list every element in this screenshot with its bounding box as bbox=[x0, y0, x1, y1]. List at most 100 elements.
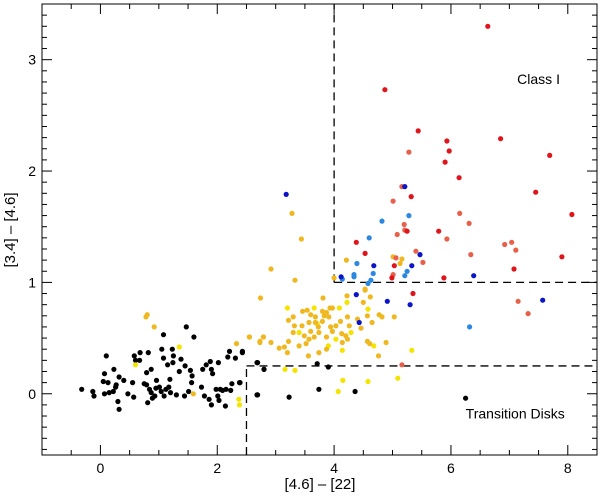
point-orange bbox=[329, 328, 335, 334]
x-tick-label: 0 bbox=[97, 460, 105, 476]
point-light-blue bbox=[404, 268, 410, 274]
point-orange bbox=[311, 334, 317, 340]
point-orange bbox=[364, 313, 370, 319]
point-yellow bbox=[292, 367, 298, 373]
point-red bbox=[404, 228, 410, 234]
point-dark-blue bbox=[409, 263, 415, 269]
point-salmon bbox=[401, 221, 407, 228]
point-black bbox=[225, 354, 231, 360]
point-black bbox=[169, 346, 175, 352]
point-orange bbox=[399, 256, 405, 262]
point-black bbox=[232, 355, 238, 361]
point-orange bbox=[306, 319, 312, 326]
point-black bbox=[210, 371, 216, 377]
point-orange bbox=[268, 266, 274, 272]
point-yellow bbox=[336, 305, 342, 311]
point-black bbox=[148, 390, 154, 396]
point-black bbox=[176, 368, 182, 375]
point-red bbox=[547, 152, 553, 158]
point-black bbox=[183, 324, 189, 330]
point-yellow bbox=[344, 299, 350, 305]
point-black bbox=[145, 400, 151, 406]
point-black bbox=[325, 364, 331, 370]
point-black bbox=[137, 357, 143, 363]
y-tick-label: 1 bbox=[28, 274, 36, 290]
point-black bbox=[91, 393, 97, 399]
point-black bbox=[167, 390, 174, 396]
point-orange bbox=[391, 314, 397, 320]
point-black bbox=[166, 384, 172, 390]
point-orange bbox=[343, 257, 349, 263]
point-yellow bbox=[339, 347, 345, 353]
point-black bbox=[208, 366, 214, 372]
point-black bbox=[159, 346, 165, 352]
point-salmon bbox=[502, 241, 508, 248]
point-orange bbox=[339, 331, 345, 337]
point-black bbox=[165, 362, 171, 368]
point-salmon bbox=[393, 255, 399, 261]
point-orange bbox=[289, 210, 295, 216]
point-black bbox=[148, 366, 154, 372]
point-orange bbox=[323, 346, 330, 352]
annotation-transition-disks: Transition Disks bbox=[466, 405, 565, 421]
point-orange bbox=[344, 293, 350, 299]
point-black bbox=[130, 380, 136, 386]
point-orange bbox=[303, 341, 309, 347]
data-points bbox=[79, 23, 575, 412]
point-black bbox=[101, 371, 108, 377]
point-orange bbox=[290, 314, 296, 320]
point-black bbox=[160, 332, 167, 338]
point-red bbox=[441, 275, 447, 281]
point-orange bbox=[257, 339, 263, 346]
point-black bbox=[79, 386, 85, 392]
point-yellow bbox=[409, 347, 415, 353]
point-orange bbox=[296, 343, 302, 349]
point-black bbox=[103, 353, 109, 359]
point-red bbox=[485, 23, 491, 29]
point-orange bbox=[257, 295, 264, 301]
point-black bbox=[182, 363, 188, 369]
point-black bbox=[125, 391, 131, 397]
point-orange bbox=[326, 314, 332, 320]
point-black bbox=[161, 393, 167, 399]
point-orange bbox=[305, 353, 311, 359]
point-orange bbox=[331, 275, 337, 281]
point-orange bbox=[344, 314, 351, 320]
point-red bbox=[436, 228, 442, 234]
point-black bbox=[222, 403, 228, 409]
point-yellow bbox=[371, 343, 377, 349]
point-orange bbox=[316, 350, 322, 356]
plot-frame bbox=[41, 3, 598, 456]
point-black bbox=[207, 358, 213, 365]
point-light-blue bbox=[365, 280, 371, 287]
axis-ticks bbox=[41, 3, 598, 455]
point-black bbox=[186, 388, 192, 395]
point-black bbox=[110, 388, 116, 395]
point-orange bbox=[233, 341, 240, 347]
point-light-blue bbox=[402, 273, 408, 279]
point-yellow bbox=[176, 344, 182, 350]
point-red bbox=[391, 263, 397, 269]
point-black bbox=[189, 380, 195, 386]
point-orange bbox=[379, 314, 385, 320]
point-black bbox=[215, 360, 221, 366]
point-red bbox=[415, 128, 421, 134]
point-orange bbox=[319, 318, 325, 324]
point-salmon bbox=[515, 298, 521, 304]
point-orange bbox=[285, 338, 292, 344]
point-orange bbox=[323, 334, 330, 340]
point-orange bbox=[308, 328, 314, 334]
point-orange bbox=[291, 323, 297, 329]
point-black bbox=[167, 376, 173, 382]
point-red bbox=[444, 138, 450, 144]
point-yellow bbox=[236, 402, 243, 408]
point-salmon bbox=[394, 231, 400, 238]
point-red bbox=[456, 175, 462, 181]
point-orange bbox=[312, 319, 318, 326]
point-black bbox=[254, 392, 260, 398]
point-salmon bbox=[406, 149, 412, 155]
point-salmon bbox=[513, 247, 519, 253]
point-orange bbox=[316, 329, 322, 336]
point-red bbox=[389, 275, 395, 281]
point-orange bbox=[268, 339, 274, 346]
